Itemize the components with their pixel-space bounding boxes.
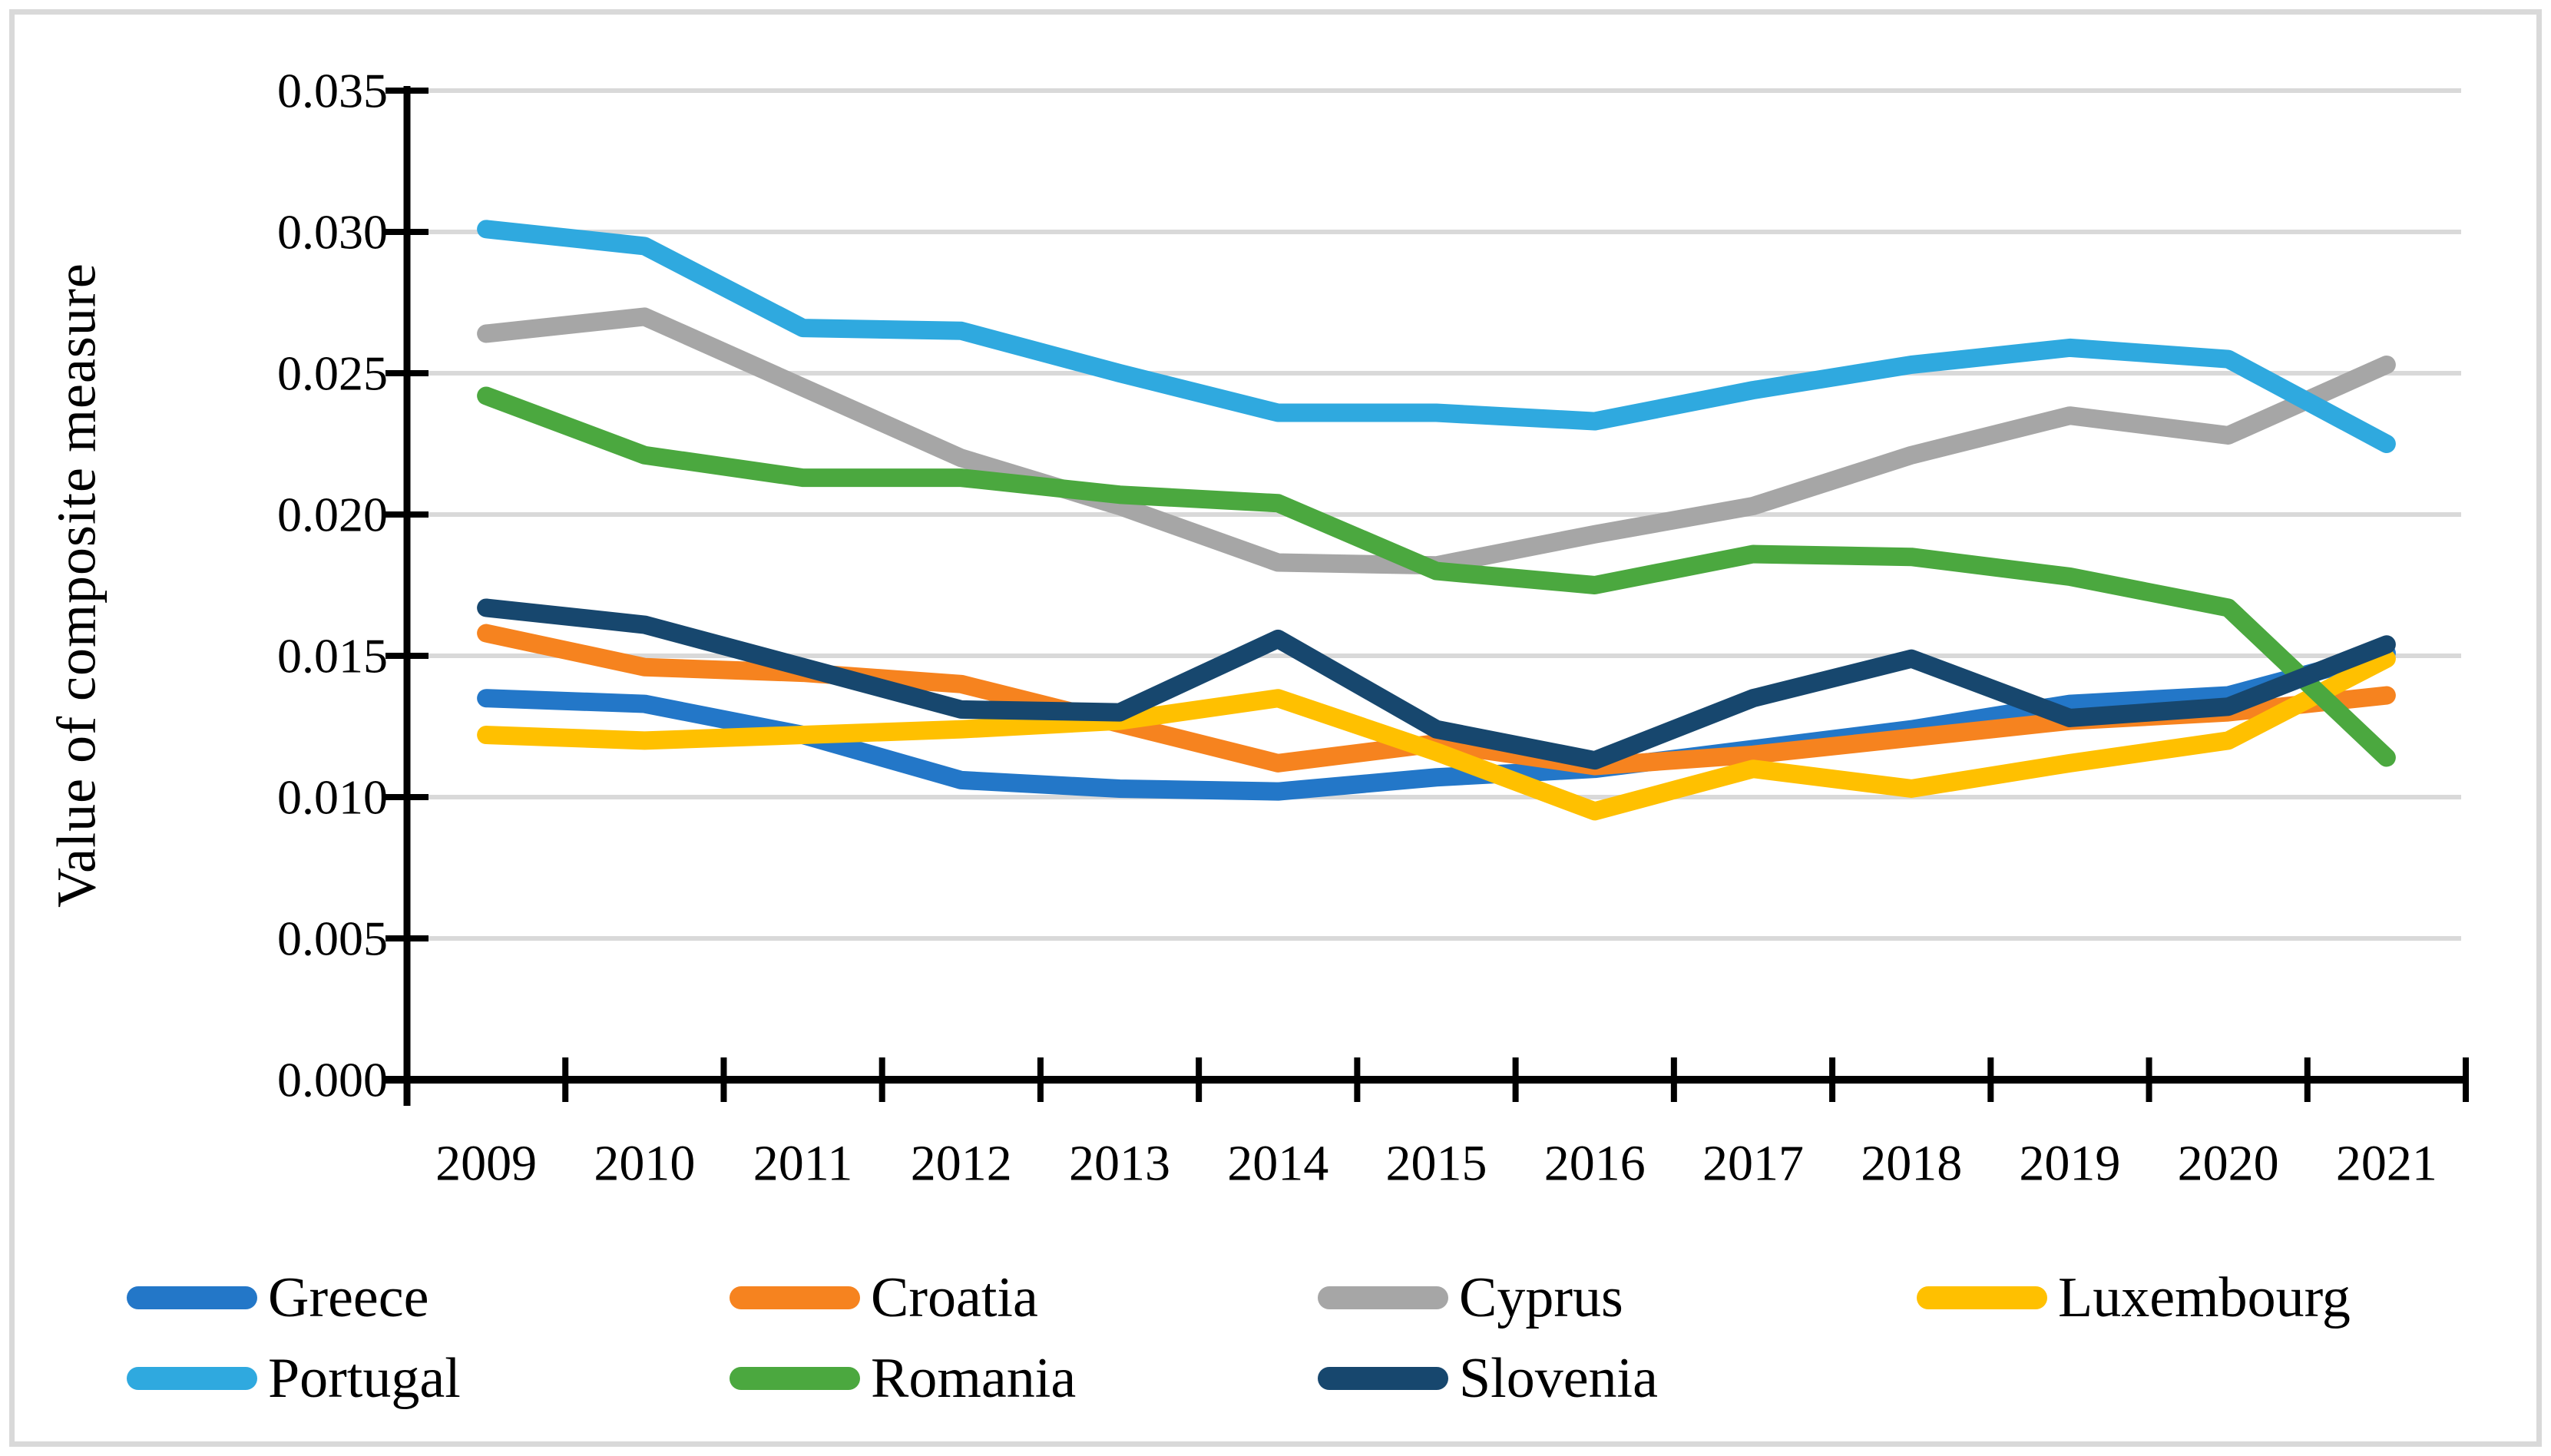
legend-label: Romania: [871, 1347, 1077, 1410]
legend-swatch-portugal: [127, 1367, 257, 1390]
series-line-slovenia: [477, 598, 2396, 770]
x-tick-label-2013: 2013: [1069, 1136, 1170, 1192]
y-tick-label: 0.020: [277, 488, 388, 542]
y-tick-label: 0.025: [277, 346, 388, 401]
x-tick-label-2021: 2021: [2336, 1136, 2437, 1192]
y-tick-label: 0.005: [277, 912, 388, 966]
legend-label: Croatia: [871, 1266, 1038, 1329]
x-tick-label-2009: 2009: [435, 1136, 537, 1192]
y-tick-label: 0.000: [277, 1053, 388, 1107]
legend-item-slovenia: Slovenia: [1318, 1344, 1658, 1413]
legend-item-romania: Romania: [730, 1344, 1076, 1413]
x-tick-label-2010: 2010: [594, 1136, 695, 1192]
y-tick-label: 0.015: [277, 629, 388, 683]
x-tick-label-2011: 2011: [753, 1136, 853, 1192]
y-tick-label: 0.030: [277, 205, 388, 260]
legend-item-cyprus: Cyprus: [1318, 1263, 1623, 1332]
legend-label: Luxembourg: [2058, 1266, 2351, 1329]
x-tick-label-2016: 2016: [1544, 1136, 1646, 1192]
legend-label: Portugal: [268, 1347, 461, 1410]
legend-item-portugal: Portugal: [127, 1344, 461, 1413]
x-tick-label-2017: 2017: [1702, 1136, 1804, 1192]
x-tick-label-2014: 2014: [1227, 1136, 1328, 1192]
y-tick-label: 0.010: [277, 770, 388, 825]
legend-item-croatia: Croatia: [730, 1263, 1038, 1332]
legend-label: Greece: [268, 1266, 429, 1329]
legend-swatch-luxembourg: [1917, 1286, 2047, 1309]
legend-swatch-romania: [730, 1367, 860, 1390]
legend-swatch-slovenia: [1318, 1367, 1448, 1390]
x-tick-label-2015: 2015: [1386, 1136, 1487, 1192]
legend-swatch-croatia: [730, 1286, 860, 1309]
y-axis-title: Value of composite measure: [45, 263, 108, 908]
legend-item-greece: Greece: [127, 1263, 428, 1332]
x-tick-label-2012: 2012: [911, 1136, 1012, 1192]
y-tick-label: 0.035: [277, 64, 388, 118]
series-line-romania: [477, 386, 2396, 767]
x-tick-label-2018: 2018: [1861, 1136, 1962, 1192]
figure-border: [9, 9, 2542, 1447]
legend-label: Cyprus: [1459, 1266, 1623, 1329]
legend-label: Slovenia: [1459, 1347, 1658, 1410]
legend-item-luxembourg: Luxembourg: [1917, 1263, 2351, 1332]
series-line-portugal: [477, 220, 2396, 453]
x-tick-label-2019: 2019: [2019, 1136, 2120, 1192]
legend-swatch-greece: [127, 1286, 257, 1309]
legend-swatch-cyprus: [1318, 1286, 1448, 1309]
series-line-luxembourg: [477, 649, 2396, 821]
x-tick-label-2020: 2020: [2178, 1136, 2279, 1192]
